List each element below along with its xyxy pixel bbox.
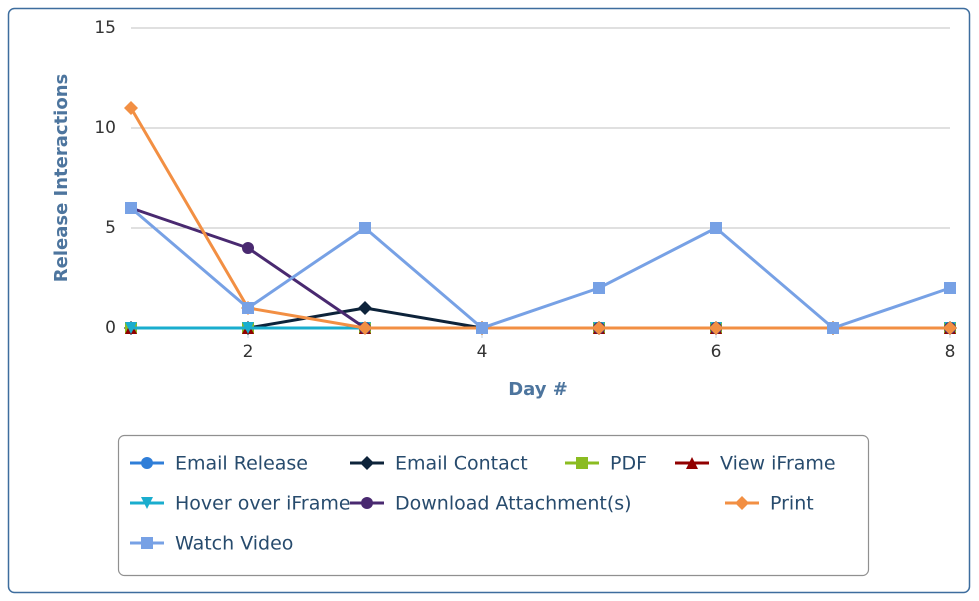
x-axis-title: Day # (508, 379, 568, 400)
marker (476, 322, 488, 334)
x-tick-label: 6 (711, 342, 722, 362)
marker (709, 321, 723, 335)
series (125, 202, 956, 334)
marker (943, 321, 957, 335)
legend-item: Watch Video (130, 533, 293, 555)
series-line (130, 206, 951, 330)
marker (242, 242, 254, 254)
marker (592, 321, 606, 335)
legend-box (117, 434, 870, 577)
legend-item: PDF (565, 453, 647, 475)
x-tick-label: 2 (243, 342, 254, 362)
marker (125, 202, 137, 214)
marker (686, 457, 698, 469)
legend-item: Download Attachment(s) (350, 493, 632, 515)
marker (361, 497, 373, 509)
marker (242, 302, 254, 314)
y-tick-label: 10 (94, 118, 116, 138)
x-tick-label: 8 (945, 342, 956, 362)
legend-label: Email Contact (395, 453, 528, 475)
marker (735, 496, 749, 510)
legend-label: PDF (610, 453, 647, 475)
marker (944, 282, 956, 294)
legend-label: Hover over iFrame (175, 493, 351, 515)
marker (141, 497, 153, 509)
y-tick-label: 0 (105, 318, 116, 338)
x-tick-label: 4 (477, 342, 488, 362)
legend-label: Download Attachment(s) (395, 493, 632, 515)
legend-item: Email Release (130, 453, 308, 475)
legend-item: View iFrame (675, 453, 836, 475)
legend-label: Email Release (175, 453, 308, 475)
y-tick-label: 15 (94, 18, 116, 38)
y-tick-label: 5 (105, 218, 116, 238)
marker (360, 456, 374, 470)
marker (710, 222, 722, 234)
y-axis-title: Release Interactions (51, 74, 72, 282)
marker (576, 457, 588, 469)
marker (124, 101, 138, 115)
marker (141, 537, 153, 549)
legend-item: Hover over iFrame (130, 493, 351, 515)
legend-label: Print (770, 493, 814, 515)
legend-item: Email Contact (350, 453, 528, 475)
series-line (129, 107, 950, 330)
legend-label: Watch Video (175, 533, 293, 555)
marker (359, 222, 371, 234)
marker (827, 322, 839, 334)
marker (242, 322, 254, 334)
marker (593, 282, 605, 294)
marker (141, 457, 153, 469)
legend-item: Print (725, 493, 814, 515)
legend-label: View iFrame (720, 453, 836, 475)
marker (358, 301, 372, 315)
marker (125, 322, 137, 334)
marker (358, 321, 372, 335)
